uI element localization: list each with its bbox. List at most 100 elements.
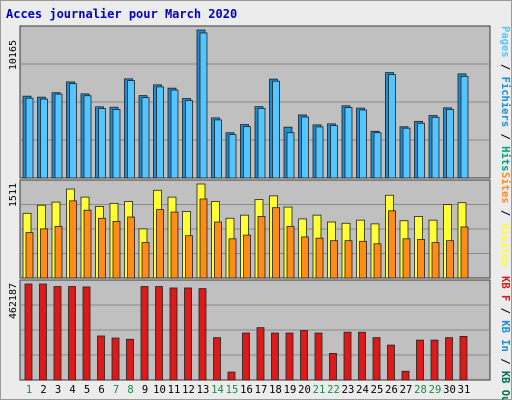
bar-sites-day-17 [257, 216, 266, 279]
bar-sites-day-9 [141, 242, 150, 279]
bars-kb [24, 283, 468, 381]
bar-sites-day-3 [54, 225, 63, 279]
bar-kb-f-day-3 [53, 286, 62, 381]
bar-kb-f-day-7 [111, 337, 120, 381]
day-label-21: 21 [313, 384, 326, 396]
legend-middle: Sites / Visites [499, 172, 511, 267]
bar-fichiers-day-31 [460, 75, 469, 179]
bar-fichiers-day-24 [359, 109, 367, 179]
bar-fichiers-day-21 [315, 126, 324, 179]
bar-fichiers-day-28 [417, 122, 425, 179]
legend-part-2-3: / [499, 352, 511, 371]
bar-kb-f-day-24 [358, 331, 366, 381]
bar-sites-day-6 [98, 217, 106, 279]
legend-bottom: KB F / KB In / KB Out [499, 276, 511, 400]
day-label-19: 19 [284, 384, 297, 396]
day-label-24: 24 [356, 384, 369, 396]
bar-fichiers-day-20 [301, 116, 309, 179]
bars-visits-sites [22, 183, 469, 279]
bar-kb-f-day-23 [343, 331, 352, 381]
day-label-15: 15 [226, 384, 239, 396]
bar-fichiers-day-27 [402, 127, 411, 179]
legend-part-0-0: Pages [499, 26, 511, 58]
bar-kb-f-day-14 [213, 337, 221, 381]
bar-sites-day-23 [344, 240, 353, 279]
bar-sites-day-21 [315, 237, 324, 279]
bar-kb-f-day-16 [242, 332, 250, 381]
day-label-2: 2 [40, 384, 46, 396]
legend-part-1-1: / [499, 204, 511, 223]
bar-kb-f-day-18 [271, 332, 279, 381]
bar-kb-f-day-19 [285, 332, 294, 381]
legend-part-2-4: KB Out [499, 371, 511, 400]
bar-sites-day-19 [286, 225, 295, 279]
bar-fichiers-day-25 [373, 132, 382, 179]
day-label-23: 23 [342, 384, 355, 396]
bar-sites-day-28 [417, 239, 425, 279]
day-label-20: 20 [298, 384, 311, 396]
bar-fichiers-day-7 [112, 109, 121, 179]
bar-fichiers-day-26 [388, 74, 396, 179]
legend-part-1-0: Sites [499, 172, 511, 204]
bar-fichiers-day-22 [330, 125, 338, 179]
day-label-16: 16 [240, 384, 253, 396]
bar-sites-day-18 [272, 207, 280, 279]
bar-sites-day-5 [83, 209, 92, 279]
bar-sites-day-22 [330, 240, 338, 279]
day-label-8: 8 [127, 384, 133, 396]
day-label-6: 6 [98, 384, 104, 396]
bar-fichiers-day-30 [446, 109, 454, 179]
bar-sites-day-25 [373, 243, 382, 279]
bar-kb-f-day-26 [387, 344, 395, 381]
bar-sites-day-26 [388, 210, 396, 279]
bar-kb-f-day-25 [372, 337, 381, 381]
bar-kb-f-day-29 [430, 339, 439, 381]
bar-fichiers-day-4 [69, 83, 77, 179]
bar-fichiers-day-23 [344, 107, 353, 179]
bar-fichiers-day-5 [83, 95, 92, 179]
bar-fichiers-day-14 [214, 119, 222, 179]
day-label-27: 27 [400, 384, 413, 396]
bar-kb-f-day-20 [300, 330, 308, 381]
day-label-25: 25 [371, 384, 384, 396]
bar-kb-f-day-12 [184, 287, 192, 381]
max-label-top: 10165 [8, 40, 19, 70]
bar-kb-f-day-27 [401, 370, 410, 381]
bar-sites-day-11 [170, 211, 179, 279]
legend-part-1-2: Visites [499, 223, 511, 267]
day-label-7: 7 [113, 384, 119, 396]
bar-sites-day-14 [214, 221, 222, 279]
day-label-1: 1 [26, 384, 32, 396]
bar-kb-f-day-5 [82, 286, 91, 381]
day-label-29: 29 [429, 384, 442, 396]
bar-kb-f-day-4 [68, 286, 76, 381]
bar-kb-f-day-28 [416, 339, 424, 381]
day-label-17: 17 [255, 384, 268, 396]
bar-fichiers-day-18 [272, 80, 280, 179]
bar-fichiers-day-8 [127, 80, 135, 179]
bar-sites-day-27 [402, 238, 411, 279]
bar-sites-day-8 [127, 216, 135, 279]
bar-sites-day-2 [40, 228, 48, 279]
bar-fichiers-day-2 [40, 98, 48, 179]
bar-sites-day-7 [112, 220, 121, 279]
bar-fichiers-day-17 [257, 108, 266, 179]
bar-sites-day-31 [460, 226, 469, 279]
day-label-31: 31 [458, 384, 471, 396]
bar-kb-f-day-15 [227, 371, 236, 381]
bar-fichiers-day-29 [431, 116, 440, 179]
bars-pages-files-hits [22, 29, 469, 179]
legend-part-2-2: KB In [499, 320, 511, 352]
bar-sites-day-10 [156, 209, 164, 279]
day-axis: 1 2 3 4 5 6 7 8 9 10 11 12 13 14 15 16 17 18 19 20 21 22 23 24 2… [26, 384, 470, 396]
bar-fichiers-day-3 [54, 93, 63, 179]
bar-fichiers-day-13 [199, 32, 208, 179]
bar-kb-f-day-21 [314, 332, 323, 381]
bar-sites-day-24 [359, 240, 367, 279]
bar-fichiers-day-10 [156, 86, 164, 179]
bar-sites-day-20 [301, 236, 309, 279]
bar-fichiers-day-19 [286, 132, 295, 179]
day-label-12: 12 [182, 384, 195, 396]
bar-sites-day-15 [228, 238, 237, 279]
